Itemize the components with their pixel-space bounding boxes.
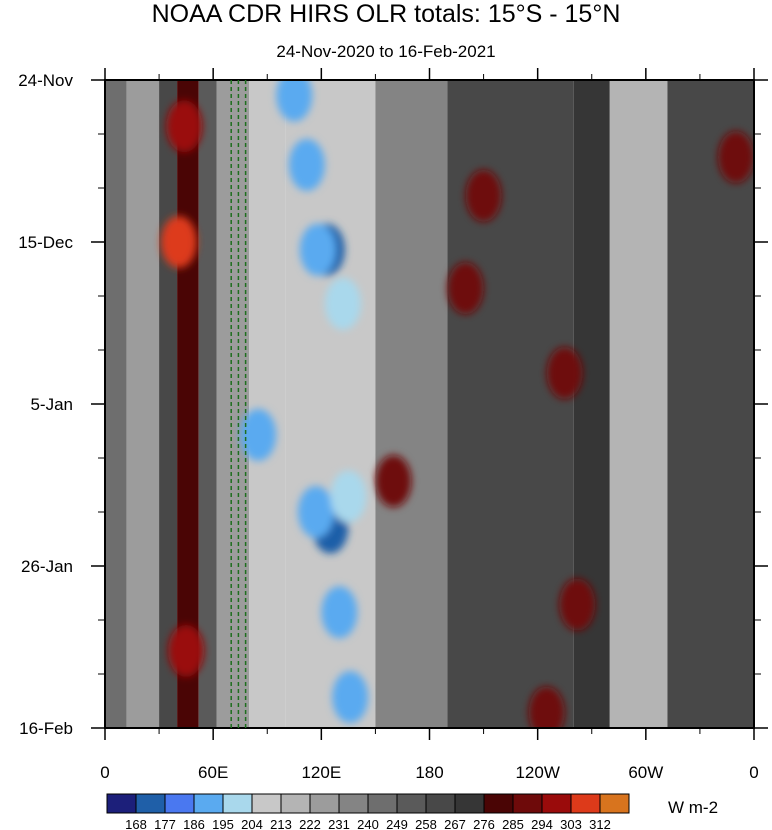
x-tick-label-6: 0 <box>749 763 758 782</box>
olr-cell-3 <box>297 486 334 538</box>
olr-cell-12 <box>160 216 197 268</box>
y-tick-label-0: 24-Nov <box>18 71 73 90</box>
chart-subtitle: 24-Nov-2020 to 16-Feb-2021 <box>276 42 496 61</box>
olr-cell-20 <box>465 169 502 222</box>
colorbar-swatch-13 <box>483 793 514 814</box>
colorbar-level-label-1: 177 <box>154 817 176 830</box>
olr-band-2 <box>159 80 178 728</box>
colorbar-level-label-9: 249 <box>386 817 408 830</box>
olr-cell-10 <box>332 671 369 724</box>
colorbar-swatch-10 <box>396 793 427 814</box>
colorbar: 168 177 186 195 204 213 222 231 240 249 258 267 276 2… <box>106 793 630 830</box>
olr-band-0 <box>105 80 127 728</box>
x-tick-label-3: 180 <box>415 763 443 782</box>
colorbar-level-label-12: 276 <box>473 817 495 830</box>
colorbar-level-label-11: 267 <box>444 817 466 830</box>
x-axis-tick-labels: 0 60E 120E 180 120W 60W 0 <box>100 763 758 782</box>
x-tick-label-0: 0 <box>100 763 109 782</box>
colorbar-swatch-12 <box>454 793 485 814</box>
colorbar-swatch-17 <box>599 793 630 814</box>
olr-cell-13 <box>168 624 205 677</box>
olr-band-11 <box>609 80 668 728</box>
olr-cell-7 <box>330 470 367 523</box>
olr-band-5 <box>216 80 250 728</box>
colorbar-swatch-2 <box>164 793 195 814</box>
colorbar-swatch-6 <box>280 793 311 814</box>
colorbar-level-label-3: 195 <box>212 817 234 830</box>
olr-cell-11 <box>166 100 203 153</box>
colorbar-level-label-15: 303 <box>560 817 582 830</box>
x-tick-label-5: 60W <box>628 763 663 782</box>
axis-ticks <box>91 68 768 740</box>
olr-band-9 <box>447 80 574 728</box>
y-axis-tick-labels: 24-Nov 15-Dec 5-Jan 26-Jan 16-Feb <box>18 71 73 738</box>
colorbar-level-label-7: 231 <box>328 817 350 830</box>
colorbar-level-label-6: 222 <box>299 817 321 830</box>
colorbar-swatch-7 <box>309 793 340 814</box>
olr-cell-6 <box>324 277 361 330</box>
x-tick-label-4: 120W <box>515 763 559 782</box>
colorbar-level-label-0: 168 <box>125 817 147 830</box>
colorbar-level-label-2: 186 <box>183 817 205 830</box>
y-tick-label-1: 15-Dec <box>18 233 73 252</box>
olr-cell-1 <box>299 223 336 276</box>
colorbar-swatch-1 <box>135 793 166 814</box>
colorbar-swatch-0 <box>106 793 137 814</box>
olr-band-6 <box>249 80 286 728</box>
x-tick-label-2: 120E <box>301 763 341 782</box>
y-tick-label-2: 5-Jan <box>30 395 73 414</box>
olr-band-8 <box>375 80 448 728</box>
olr-cell-15 <box>447 262 484 315</box>
colorbar-swatch-9 <box>367 793 398 814</box>
olr-band-12 <box>667 80 754 728</box>
x-tick-label-1: 60E <box>198 763 228 782</box>
olr-cell-5 <box>276 80 313 122</box>
olr-band-1 <box>126 80 160 728</box>
colorbar-level-label-8: 240 <box>357 817 379 830</box>
olr-cell-4 <box>288 138 325 191</box>
y-tick-label-4: 16-Feb <box>19 719 73 738</box>
colorbar-swatch-15 <box>541 793 572 814</box>
colorbar-swatch-14 <box>512 793 543 814</box>
y-tick-label-3: 26-Jan <box>21 557 73 576</box>
colorbar-swatch-8 <box>338 793 369 814</box>
colorbar-level-label-13: 285 <box>502 817 524 830</box>
olr-cell-14 <box>375 455 412 508</box>
olr-cell-16 <box>546 347 583 400</box>
colorbar-swatch-4 <box>222 793 253 814</box>
olr-cell-8 <box>240 408 277 461</box>
colorbar-swatch-16 <box>570 793 601 814</box>
olr-band-4 <box>198 80 217 728</box>
olr-cell-19 <box>717 131 754 184</box>
reference-lines <box>230 80 247 728</box>
colorbar-level-label-10: 258 <box>415 817 437 830</box>
olr-cell-18 <box>559 578 596 631</box>
colorbar-swatch-3 <box>193 793 224 814</box>
olr-field <box>105 80 754 728</box>
olr-cell-9 <box>321 586 358 639</box>
colorbar-level-label-14: 294 <box>531 817 553 830</box>
colorbar-swatch-5 <box>251 793 282 814</box>
olr-cell-17 <box>528 686 565 728</box>
colorbar-level-label-16: 312 <box>589 817 611 830</box>
colorbar-swatch-11 <box>425 793 456 814</box>
colorbar-level-label-5: 213 <box>270 817 292 830</box>
chart-title: NOAA CDR HIRS OLR totals: 15°S - 15°N <box>151 0 621 28</box>
olr-band-10 <box>573 80 610 728</box>
colorbar-unit-label: W m-2 <box>668 798 719 817</box>
colorbar-level-label-4: 204 <box>241 817 263 830</box>
